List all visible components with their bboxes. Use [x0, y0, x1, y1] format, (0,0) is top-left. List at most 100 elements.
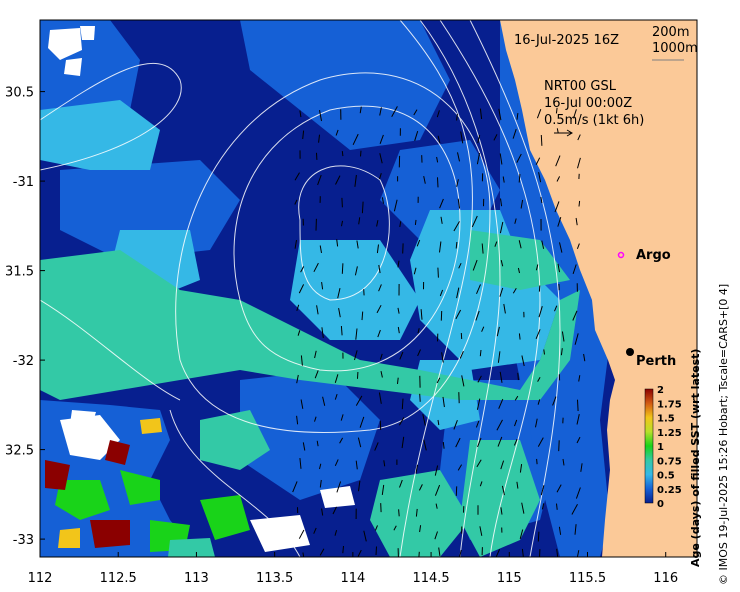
- x-tick-label: 114.5: [412, 571, 449, 586]
- current-vector: [577, 399, 579, 412]
- x-tick-label: 112: [28, 571, 53, 586]
- current-vector: [341, 151, 344, 157]
- y-tick-label: 32.5: [5, 444, 34, 459]
- current-vector: [422, 414, 426, 426]
- current-vector: [476, 459, 482, 468]
- current-vector: [379, 107, 382, 116]
- current-vector: [558, 440, 560, 452]
- current-vector: [537, 437, 544, 447]
- current-vector: [459, 549, 462, 557]
- current-vector: [560, 348, 563, 356]
- current-vector: [472, 259, 478, 271]
- current-vector: [562, 458, 565, 466]
- current-vector: [435, 503, 438, 509]
- current-vector: [557, 216, 562, 227]
- current-vector: [357, 437, 362, 448]
- current-vector: [540, 197, 543, 204]
- current-vector: [313, 262, 319, 273]
- current-vector: [294, 240, 297, 249]
- current-vector: [501, 485, 505, 496]
- current-vector: [561, 331, 565, 342]
- current-vector: [497, 436, 503, 447]
- current-vector: [313, 527, 317, 534]
- current-vector: [573, 109, 577, 119]
- current-vector: [576, 550, 580, 557]
- current-vector: [481, 243, 484, 254]
- current-vector: [361, 311, 364, 321]
- current-vector: [456, 179, 459, 187]
- current-vector: [341, 263, 344, 274]
- current-vector: [296, 374, 299, 384]
- current-vector: [495, 548, 501, 557]
- current-vector: [415, 464, 418, 474]
- current-vector: [514, 419, 518, 427]
- current-source-label: NRT00 GSL: [544, 79, 617, 94]
- current-vector: [518, 333, 521, 340]
- current-vector: [358, 217, 361, 225]
- current-vector: [292, 481, 298, 493]
- current-vector: [572, 310, 578, 321]
- current-vector: [334, 393, 338, 400]
- current-vector: [294, 199, 298, 205]
- current-vector: [338, 308, 341, 318]
- current-vector: [434, 531, 438, 540]
- current-vector: [334, 459, 339, 467]
- current-vector: [376, 220, 379, 227]
- current-vector: [442, 396, 445, 408]
- current-vector: [341, 197, 343, 208]
- current-vector: [499, 371, 503, 383]
- current-vector: [374, 525, 378, 531]
- y-tick-label: 31.5: [5, 265, 34, 280]
- x-tick-label: 115: [497, 571, 522, 586]
- current-vector: [518, 173, 521, 183]
- current-vector: [357, 549, 362, 557]
- current-vector: [439, 198, 444, 209]
- current-vector: [535, 157, 541, 166]
- colorbar-tick-label: 1.5: [657, 414, 675, 425]
- depth-1000-label: 1000m: [652, 41, 698, 56]
- argo-label: Argo: [636, 248, 671, 263]
- current-vector: [375, 546, 377, 556]
- current-vector: [434, 465, 439, 476]
- current-vector: [571, 503, 578, 515]
- current-vector: [519, 464, 523, 473]
- current-vector: [319, 548, 325, 556]
- current-vector: [576, 243, 580, 249]
- current-vector: [417, 328, 420, 334]
- current-vector: [414, 219, 417, 225]
- depth-200-label: 200m: [652, 25, 689, 40]
- current-vector: [419, 525, 422, 533]
- current-vector: [574, 333, 579, 345]
- current-vector: [479, 481, 483, 487]
- current-vector: [557, 263, 560, 273]
- current-vector: [436, 377, 441, 384]
- y-tick-label: -33: [13, 533, 34, 548]
- current-vector: [413, 109, 418, 116]
- current-vector: [378, 264, 381, 274]
- colorbar-tick-label: 0.25: [657, 485, 682, 496]
- current-vector: [355, 460, 358, 470]
- current-vector: [317, 174, 322, 186]
- current-vector: [514, 395, 519, 401]
- current-vector: [398, 509, 400, 517]
- current-vector: [294, 172, 300, 181]
- current-vector: [378, 392, 382, 404]
- current-vector: [397, 260, 400, 268]
- colorbar-tick-label: 1: [657, 442, 664, 453]
- current-vector: [576, 413, 580, 425]
- current-vector: [437, 177, 439, 188]
- credit-text: © IMOS 19-Jul-2025 15:26 Hobart; Tscale=…: [717, 284, 730, 585]
- colorbar: [644, 388, 654, 504]
- current-vector: [456, 287, 460, 299]
- current-vector: [471, 215, 478, 228]
- current-vector: [436, 110, 440, 118]
- x-tick-label: 116: [653, 571, 678, 586]
- current-time-label: 16-Jul 00:00Z: [544, 96, 632, 111]
- current-vector: [316, 440, 319, 447]
- current-vector: [543, 349, 545, 355]
- current-vector: [416, 239, 421, 247]
- current-vector: [314, 416, 317, 422]
- current-vector: [339, 437, 344, 444]
- current-vector: [481, 326, 485, 332]
- current-vector: [453, 420, 458, 430]
